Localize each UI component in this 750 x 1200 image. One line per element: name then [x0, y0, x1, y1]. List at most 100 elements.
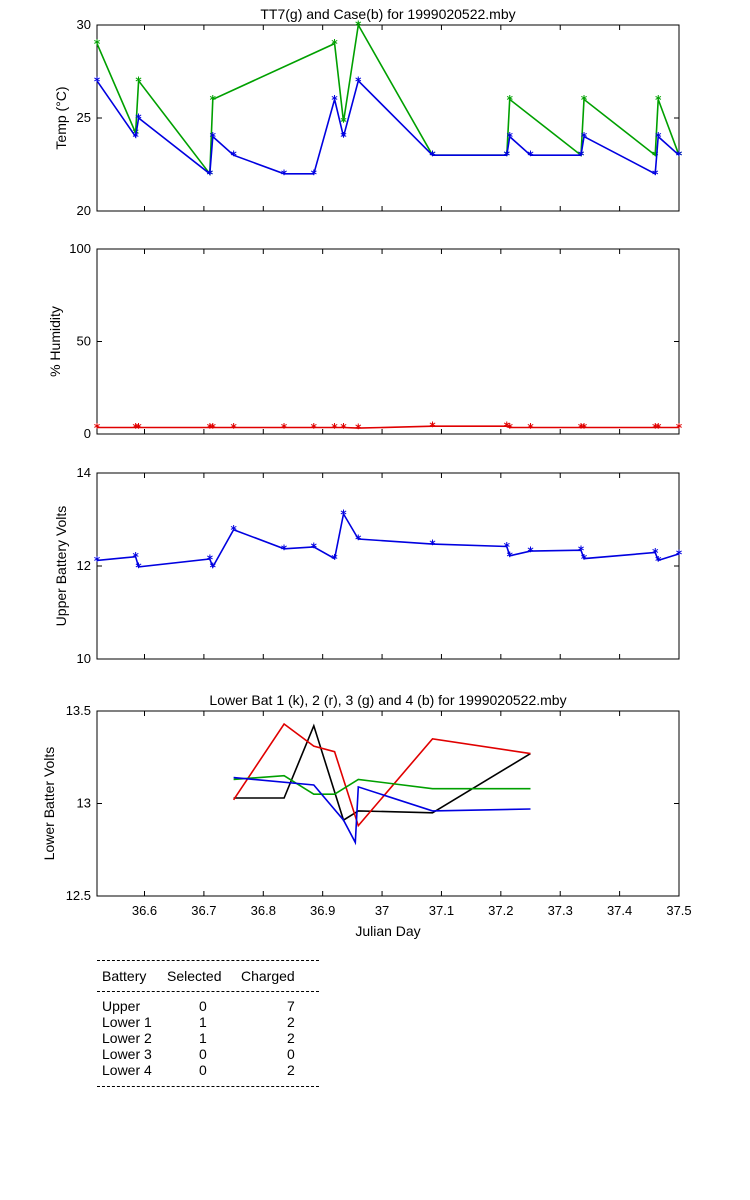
data-point-0-0-6: *	[340, 115, 347, 129]
data-point-2-0-16: *	[581, 552, 588, 566]
data-point-1-0-14: *	[527, 421, 534, 435]
data-point-1-0-7: *	[311, 421, 318, 435]
data-point-0-0-10: *	[507, 93, 514, 107]
data-point-0-0-4: *	[210, 93, 217, 107]
y-tick-label-2-1: 12	[77, 558, 91, 573]
battery-table: Battery Selected Charged Upper 0 7 Lower 1 1…	[97, 960, 319, 1087]
y-tick-label-2-2: 14	[77, 465, 91, 480]
data-point-1-0-3: *	[207, 421, 214, 435]
x-tick-label-8: 37.4	[607, 903, 632, 918]
table-top-rule	[97, 960, 319, 961]
header-battery: Battery	[102, 968, 147, 984]
charged-cell: 7	[287, 998, 295, 1014]
y-tick-label-0-2: 30	[77, 17, 91, 32]
chart-title-0: TT7(g) and Case(b) for 1999020522.mby	[260, 6, 515, 22]
x-tick-label-9: 37.5	[666, 903, 691, 918]
x-tick-label-0: 36.6	[132, 903, 157, 918]
table-row: Upper 0 7	[97, 998, 319, 1014]
data-point-0-1-0: *	[94, 74, 101, 88]
series-line-3-2	[233, 774, 531, 796]
data-point-1-0-16: *	[581, 421, 588, 435]
chart-title-3: Lower Bat 1 (k), 2 (r), 3 (g) and 4 (b) …	[209, 692, 566, 708]
charged-cell: 2	[287, 1014, 295, 1030]
data-point-1-0-10: *	[355, 422, 362, 436]
y-axis-label-0: Temp (°C)	[53, 86, 69, 149]
table-row: Lower 3 0 0	[97, 1046, 319, 1062]
y-tick-label-1-0: 0	[84, 426, 91, 441]
data-point-2-0-14: *	[527, 545, 534, 559]
charged-cell: 2	[287, 1030, 295, 1046]
battery-name-cell: Lower 4	[102, 1062, 152, 1078]
data-point-2-0-9: *	[340, 507, 347, 521]
data-point-0-1-4: *	[210, 130, 217, 144]
x-tick-label-1: 36.7	[191, 903, 216, 918]
data-point-0-1-5: *	[230, 149, 237, 163]
data-point-0-1-6: *	[281, 167, 288, 181]
data-point-2-0-18: *	[655, 554, 662, 568]
data-point-1-0-0: *	[94, 421, 101, 435]
data-point-0-1-1: *	[132, 130, 139, 144]
data-point-0-1-12: *	[504, 149, 511, 163]
series-line-2-0	[96, 511, 680, 569]
data-point-1-0-15: *	[578, 421, 585, 435]
selected-cell: 0	[199, 1046, 207, 1062]
data-point-0-0-13: *	[652, 149, 659, 163]
series-line-3-0	[233, 723, 531, 822]
table-header-rule	[97, 991, 319, 992]
data-point-0-1-15: *	[578, 149, 585, 163]
header-charged: Charged	[241, 968, 295, 984]
charged-cell: 2	[287, 1062, 295, 1078]
data-point-1-0-6: *	[281, 421, 288, 435]
data-point-0-0-15: *	[676, 149, 683, 163]
series-line-3-1	[232, 722, 531, 828]
selected-cell: 0	[199, 998, 207, 1014]
x-tick-label-4: 37	[375, 903, 389, 918]
y-tick-label-1-2: 100	[69, 241, 91, 256]
series-line-3-3	[233, 776, 531, 846]
y-axis-label-3: Lower Batter Volts	[41, 747, 57, 861]
data-point-2-0-0: *	[94, 554, 101, 568]
data-point-2-0-13: *	[507, 549, 514, 563]
data-point-0-1-19: *	[676, 149, 683, 163]
data-point-0-0-14: *	[655, 93, 662, 107]
data-point-2-0-7: *	[311, 540, 318, 554]
data-point-0-1-7: *	[311, 167, 318, 181]
data-point-2-0-5: *	[230, 523, 237, 537]
data-point-0-0-2: *	[135, 74, 142, 88]
data-point-2-0-6: *	[281, 542, 288, 556]
data-point-1-0-17: *	[652, 421, 659, 435]
data-point-2-0-2: *	[135, 560, 142, 574]
series-line-1-0	[97, 425, 679, 429]
x-tick-label-3: 36.9	[310, 903, 335, 918]
data-point-1-0-9: *	[340, 421, 347, 435]
data-point-0-1-13: *	[507, 130, 514, 144]
data-point-1-0-4: *	[210, 421, 217, 435]
data-point-2-0-19: *	[676, 547, 683, 561]
plot-frame-0	[96, 24, 680, 212]
data-point-0-0-5: *	[331, 37, 338, 51]
data-point-0-1-8: *	[331, 93, 338, 107]
data-point-0-1-11: *	[429, 149, 436, 163]
battery-name-cell: Lower 3	[102, 1046, 152, 1062]
data-point-2-0-4: *	[210, 560, 217, 574]
data-point-0-1-18: *	[655, 130, 662, 144]
data-point-0-1-14: *	[527, 149, 534, 163]
table-row: Lower 2 1 2	[97, 1030, 319, 1046]
data-point-1-0-2: *	[135, 421, 142, 435]
data-point-2-0-12: *	[504, 540, 511, 554]
data-point-1-0-12: *	[504, 420, 511, 434]
table-header-row: Battery Selected Charged	[97, 961, 319, 991]
x-tick-label-7: 37.3	[548, 903, 573, 918]
data-point-2-0-10: *	[355, 533, 362, 547]
x-axis-label: Julian Day	[355, 923, 420, 939]
plot-frame-2	[96, 472, 680, 660]
data-point-1-0-13: *	[507, 421, 514, 435]
table-bottom-rule	[97, 1086, 319, 1087]
data-point-1-0-8: *	[331, 421, 338, 435]
x-tick-label-6: 37.2	[488, 903, 513, 918]
data-point-0-1-2: *	[135, 112, 142, 126]
battery-name-cell: Lower 2	[102, 1030, 152, 1046]
y-tick-label-1-1: 50	[77, 334, 91, 349]
data-point-0-0-0: *	[94, 37, 101, 51]
data-point-2-0-1: *	[132, 550, 139, 564]
